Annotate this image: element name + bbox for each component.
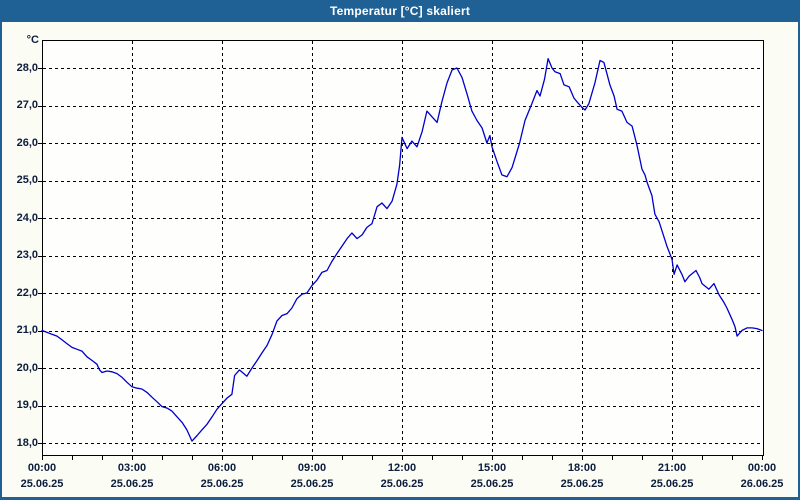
y-axis-label: 18,0 [16,436,38,449]
x-axis-time-label: 00:00 [27,462,57,474]
x-axis-time-label: 00:00 [747,462,777,474]
window-titlebar[interactable]: Temperatur [°C] skaliert [2,0,798,22]
x-axis-time-label: 09:00 [297,462,327,474]
y-axis-label: 26,0 [16,136,38,149]
x-axis-time-label: 15:00 [477,462,507,474]
y-axis-label: 27,0 [16,99,38,111]
x-axis-date-label: 25.06.25 [110,478,154,490]
x-axis-time-label: 06:00 [207,462,237,474]
y-axis-label: 25,0 [16,174,38,186]
y-axis-label: 20,0 [16,361,38,374]
x-axis-date-label: 25.06.25 [650,478,694,490]
x-axis-date-label: 25.06.25 [290,478,334,490]
y-axis-unit-label: °C [26,34,39,46]
y-axis-label: 21,0 [16,324,38,336]
x-axis-date-label: 25.06.25 [560,478,604,490]
temperature-line [41,57,763,442]
x-axis-date-label: 26.06.25 [740,478,784,490]
window-title: Temperatur [°C] skaliert [329,4,471,18]
y-axis-label: 23,0 [16,249,38,261]
y-axis-label: 19,0 [16,399,38,411]
x-axis-date-label: 25.06.25 [380,478,424,490]
y-axis-label: 28,0 [16,61,38,74]
y-axis-label: 24,0 [16,211,38,224]
x-axis-time-label: 21:00 [657,462,687,474]
x-axis-time-label: 18:00 [567,462,597,474]
x-axis-time-label: 03:00 [117,462,147,474]
x-axis-time-label: 12:00 [387,462,417,474]
x-axis-date-label: 25.06.25 [200,478,244,490]
x-axis-date-label: 25.06.25 [20,478,64,490]
x-axis-date-label: 25.06.25 [470,478,514,490]
y-axis-label: 22,0 [16,286,38,299]
